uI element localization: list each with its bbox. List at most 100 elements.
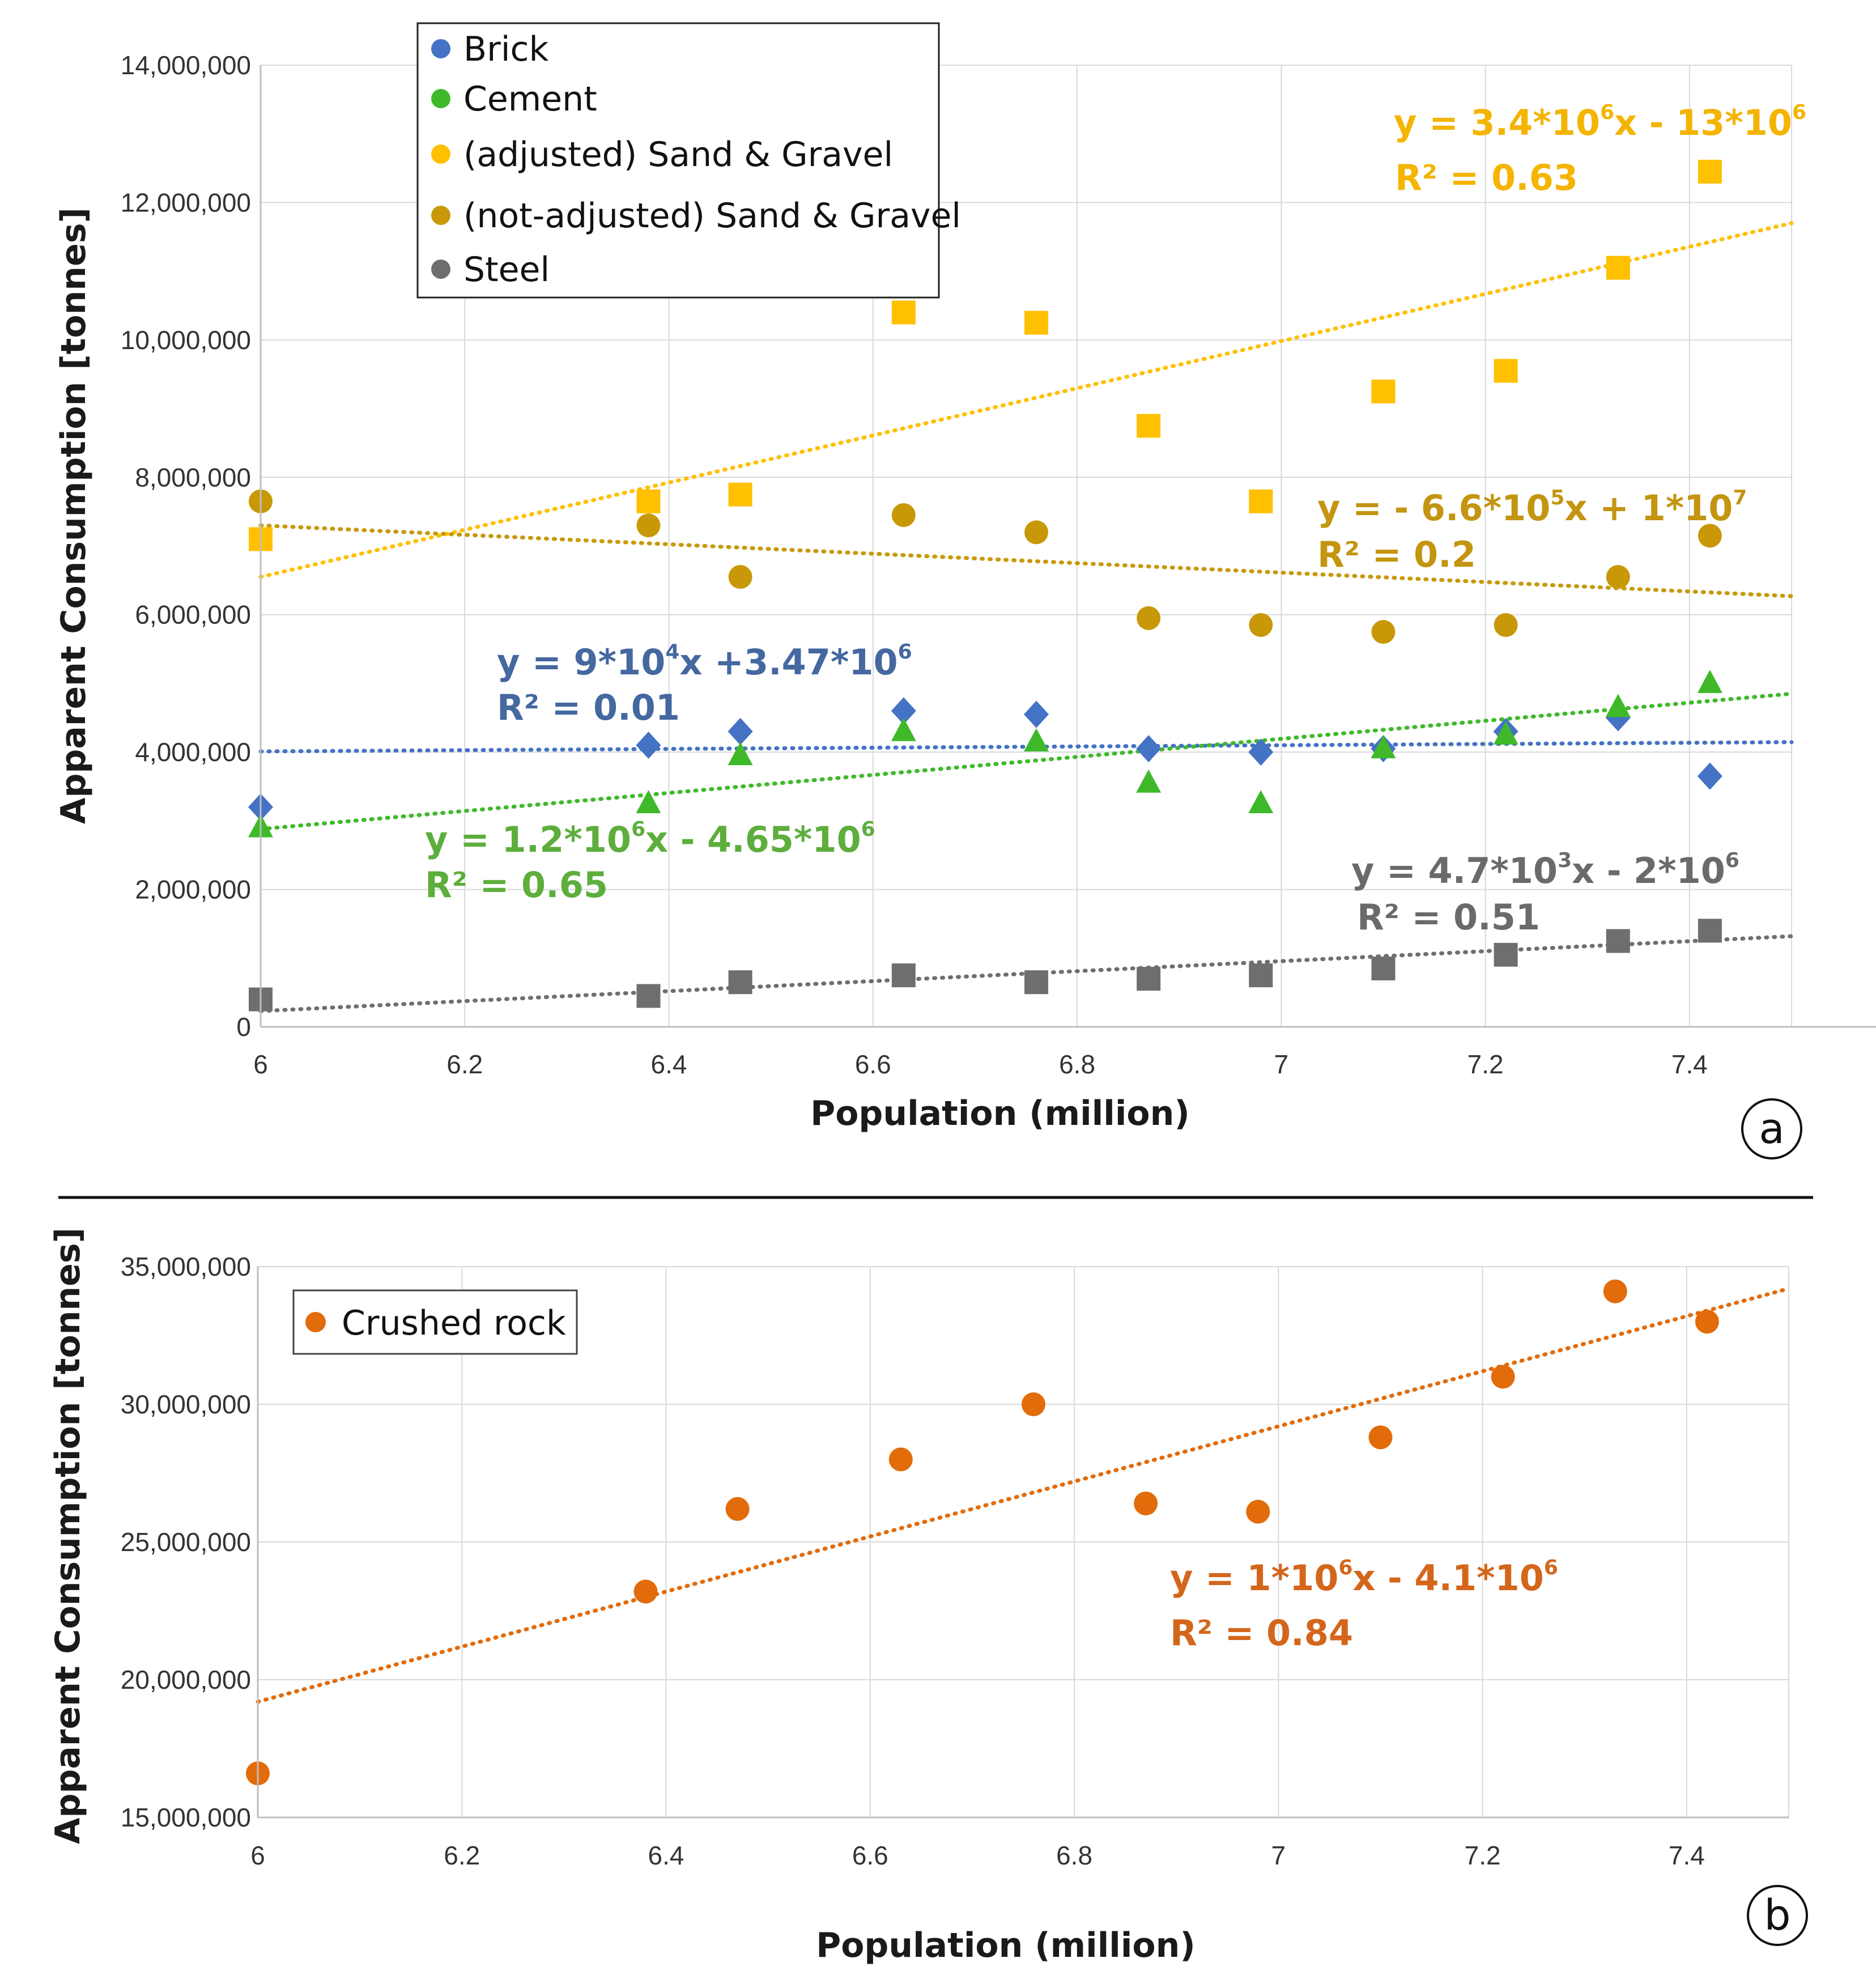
data-point-adjusted-sand-gravel: [1494, 359, 1518, 383]
panel-b-chart: 15,000,000 20,000,000 25,000,000 30,000,000…: [48, 1227, 1808, 1965]
legend-marker-adjusted-sand-gravel: [431, 145, 450, 164]
data-point-cement: [1248, 790, 1274, 814]
data-point-brick: [636, 732, 661, 759]
trendline-brick: [258, 740, 1794, 754]
legend-marker-steel: [431, 260, 450, 279]
data-point-cement: [891, 717, 916, 741]
panel-a-axes: [260, 65, 1876, 1028]
data-point-not-adjusted-sand-gravel: [1249, 613, 1273, 637]
data-point-cement: [1493, 721, 1518, 745]
legend-label-adjusted-sand-gravel: (adjusted) Sand & Gravel: [463, 135, 893, 175]
y-tick-label: 14,000,000: [121, 50, 251, 80]
equation-part: y = 9*10: [497, 642, 665, 683]
y-tick-label: 30,000,000: [121, 1390, 251, 1419]
data-point-cement: [1371, 735, 1396, 759]
r2-steel: R² = 0.51: [1357, 897, 1540, 938]
legend-marker-cement: [431, 89, 450, 108]
r2-crushed-rock: R² = 0.84: [1170, 1612, 1353, 1654]
data-point-adjusted-sand-gravel: [1371, 379, 1396, 403]
y-tick-label: 0: [236, 1012, 251, 1042]
panel-a-equation-not-adjusted-sand-gravel: y = - 6.6*105x + 1*107 R² = 0.2: [1317, 486, 1747, 575]
x-tick-label: 6.2: [446, 1050, 483, 1079]
legend-label-crushed-rock: Crushed rock: [342, 1303, 566, 1343]
x-tick-label: 7.2: [1467, 1050, 1504, 1079]
equation-steel: y = 4.7*103x - 2*106: [1351, 849, 1739, 891]
r2-adjusted-sand-gravel: R² = 0.63: [1395, 157, 1578, 198]
data-point-brick: [1136, 735, 1162, 763]
data-point-crushed-rock: [1134, 1491, 1158, 1515]
panel-b-trendlines: [256, 1286, 1791, 1704]
panel-b-y-ticks: 15,000,000 20,000,000 25,000,000 30,000,000…: [121, 1252, 251, 1832]
equation-part: y = 1*10: [1170, 1557, 1338, 1599]
data-point-steel: [1137, 967, 1161, 991]
panel-a-y-ticks: 0 2,000,000 4,000,000 6,000,000 8,000,000 10,…: [121, 50, 251, 1042]
equation-cement: y = 1.2*106x - 4.65*106: [425, 818, 875, 860]
data-point-crushed-rock: [1022, 1392, 1046, 1416]
panel-b-axes: [257, 1267, 1789, 1819]
x-tick-label: 7.4: [1671, 1050, 1708, 1079]
y-tick-label: 15,000,000: [121, 1803, 251, 1832]
equation-part: y = 4.7*10: [1351, 850, 1558, 891]
y-tick-label: 4,000,000: [135, 737, 251, 767]
equation-exponent: 6: [898, 640, 912, 664]
data-point-crushed-rock: [888, 1447, 913, 1472]
legend-marker-crushed-rock: [305, 1312, 326, 1332]
data-point-adjusted-sand-gravel: [1024, 311, 1049, 335]
panel-b-x-axis-title: Population (million): [816, 1926, 1196, 1965]
data-point-not-adjusted-sand-gravel: [728, 565, 752, 589]
y-tick-label: 8,000,000: [135, 462, 251, 492]
panel-b-label: b: [1747, 1885, 1808, 1946]
x-tick-label: 6: [250, 1841, 265, 1870]
panel-b-equation-crushed-rock: y = 1*106x - 4.1*106 R² = 0.84: [1170, 1556, 1558, 1654]
data-point-cement: [636, 790, 661, 814]
data-point-crushed-rock: [1246, 1500, 1270, 1524]
equation-exponent: 6: [1338, 1556, 1352, 1579]
data-point-adjusted-sand-gravel: [1698, 159, 1722, 184]
panel-a-y-axis-title: Apparent Consumption [tonnes]: [54, 207, 93, 824]
data-point-adjusted-sand-gravel: [1137, 414, 1161, 438]
equation-exponent: 6: [861, 818, 875, 841]
data-point-not-adjusted-sand-gravel: [891, 503, 916, 527]
panel-a-equation-cement: y = 1.2*106x - 4.65*106 R² = 0.65: [425, 818, 875, 906]
data-point-not-adjusted-sand-gravel: [1371, 620, 1396, 644]
panel-a-equation-brick: y = 9*104x +3.47*106 R² = 0.01: [497, 640, 912, 728]
panel-a-points: [248, 159, 1722, 1012]
data-point-steel: [636, 984, 661, 1008]
legend-label-cement: Cement: [463, 79, 597, 119]
panel-a-x-ticks: 6 6.2 6.4 6.6 6.8 7 7.2 7.4: [253, 1050, 1708, 1079]
panel-a-equation-adjusted-sand-gravel: y = 3.4*106x - 13*106 R² = 0.63: [1394, 101, 1806, 198]
equation-part: x - 2*10: [1572, 850, 1725, 891]
trendline-cement: [258, 691, 1794, 831]
legend-marker-not-adjusted-sand-gravel: [431, 206, 450, 225]
data-point-not-adjusted-sand-gravel: [636, 513, 661, 538]
y-tick-label: 6,000,000: [135, 600, 251, 630]
data-point-brick: [728, 717, 753, 745]
legend-label-steel: Steel: [463, 250, 550, 290]
data-point-crushed-rock: [1368, 1425, 1393, 1450]
data-point-adjusted-sand-gravel: [1249, 489, 1273, 513]
x-tick-label: 7: [1274, 1050, 1289, 1079]
y-tick-label: 35,000,000: [121, 1252, 251, 1281]
x-tick-label: 7.2: [1465, 1841, 1501, 1870]
y-tick-label: 20,000,000: [121, 1665, 251, 1694]
data-point-cement: [1605, 694, 1631, 717]
data-point-crushed-rock: [633, 1579, 658, 1604]
panel-a-equation-steel: y = 4.7*103x - 2*106 R² = 0.51: [1351, 849, 1739, 938]
data-point-not-adjusted-sand-gravel: [1137, 606, 1161, 630]
equation-part: y = - 6.6*10: [1317, 487, 1550, 529]
equation-adjusted-sand-gravel: y = 3.4*106x - 13*106: [1394, 101, 1806, 143]
data-point-cement: [1136, 769, 1162, 793]
r2-cement: R² = 0.65: [425, 864, 608, 906]
panel-b-legend: Crushed rock: [292, 1289, 578, 1355]
panel-b-x-ticks: 6 6.2 6.4 6.6 6.8 7 7.2 7.4: [250, 1841, 1705, 1870]
legend-marker-brick: [431, 39, 450, 58]
panel-a-label-text: a: [1759, 1105, 1784, 1153]
equation-part: x + 1*10: [1564, 487, 1733, 529]
equation-exponent: 4: [665, 640, 679, 664]
data-point-steel: [728, 970, 752, 995]
x-tick-label: 6.6: [852, 1841, 888, 1870]
trendline-adjusted-sand-gravel: [258, 221, 1794, 579]
data-point-steel: [1371, 956, 1396, 980]
data-point-adjusted-sand-gravel: [1606, 256, 1630, 280]
